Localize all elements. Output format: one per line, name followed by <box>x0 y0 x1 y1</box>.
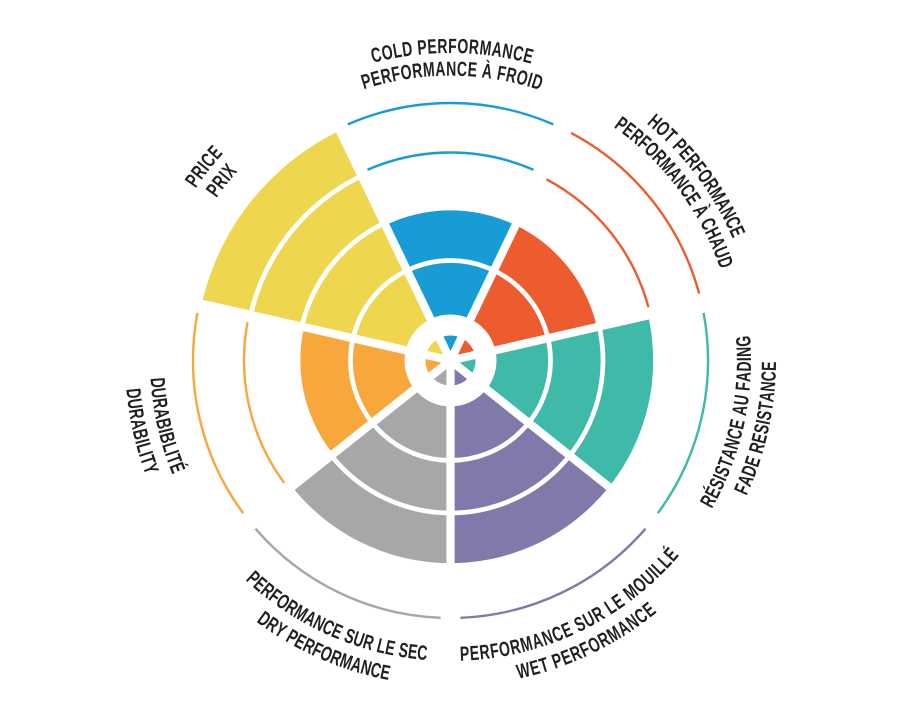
svg-text:I: I <box>131 436 155 446</box>
svg-text:A: A <box>755 390 779 403</box>
svg-text:R: R <box>468 35 480 59</box>
svg-text:I: I <box>525 68 535 92</box>
svg-text:A: A <box>435 57 446 81</box>
svg-text:A: A <box>732 371 756 383</box>
svg-text:R: R <box>124 407 149 421</box>
svg-text:R: R <box>411 58 424 82</box>
svg-text:P: P <box>416 35 428 59</box>
svg-text:O: O <box>399 60 413 85</box>
svg-text:D: D <box>732 361 756 372</box>
svg-text:B: B <box>151 416 176 431</box>
svg-text:F: F <box>731 381 755 392</box>
svg-text:F: F <box>488 638 500 662</box>
svg-text:F: F <box>448 34 457 57</box>
svg-text:S: S <box>752 409 777 422</box>
svg-text:D: D <box>122 387 146 399</box>
svg-text:À: À <box>481 58 494 84</box>
svg-text:N: N <box>732 347 756 358</box>
svg-text:M: M <box>422 57 435 81</box>
svg-text:A: A <box>490 37 504 62</box>
svg-text:I: I <box>751 418 775 426</box>
svg-text:I: I <box>134 448 158 459</box>
svg-text:R: R <box>478 640 491 664</box>
svg-text:L: L <box>391 38 404 63</box>
svg-text:N: N <box>756 381 780 393</box>
svg-text:C: C <box>456 57 467 81</box>
svg-text:W: W <box>514 658 533 684</box>
svg-text:E: E <box>469 641 480 665</box>
svg-text:E: E <box>757 361 781 371</box>
svg-text:O: O <box>379 40 394 65</box>
svg-text:U: U <box>147 387 171 400</box>
svg-text:M: M <box>518 631 535 657</box>
svg-text:D: D <box>401 37 414 62</box>
svg-text:C: C <box>416 641 429 665</box>
svg-text:C: C <box>757 370 781 381</box>
svg-text:R: R <box>437 34 448 58</box>
svg-text:P: P <box>459 642 470 666</box>
svg-text:G: G <box>731 335 755 347</box>
svg-text:A: A <box>149 406 174 420</box>
svg-text:E: E <box>467 57 478 81</box>
svg-text:I: I <box>732 357 755 361</box>
svg-text:E: E <box>407 639 419 663</box>
svg-text:O: O <box>497 636 512 661</box>
svg-text:N: N <box>446 57 456 80</box>
svg-text:R: R <box>148 397 173 411</box>
svg-text:O: O <box>457 34 469 58</box>
svg-text:T: T <box>753 400 777 412</box>
svg-text:D: D <box>146 377 170 389</box>
svg-text:S: S <box>397 638 410 663</box>
svg-text:E: E <box>427 35 438 59</box>
svg-text:U: U <box>123 397 148 410</box>
svg-text:A: A <box>126 417 151 432</box>
svg-text:N: N <box>501 39 515 64</box>
svg-text:U: U <box>729 393 754 406</box>
svg-text:M: M <box>478 36 492 61</box>
svg-text:A: A <box>727 403 752 417</box>
svg-text:I: I <box>160 448 183 459</box>
svg-text:I: I <box>154 426 178 435</box>
